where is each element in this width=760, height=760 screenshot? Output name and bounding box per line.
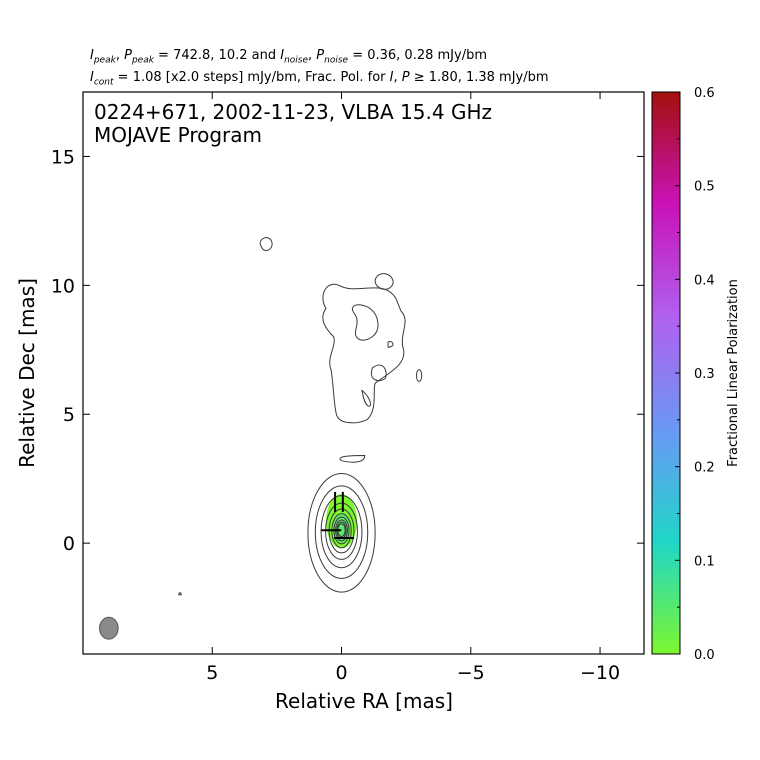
header-line-1: Ipeak, Ppeak = 742.8, 10.2 and Inoise, P…: [90, 48, 487, 66]
beam-ellipse: [99, 616, 119, 640]
y-tick-label: 0: [63, 533, 75, 555]
x-tick-label: 5: [206, 662, 218, 684]
x-tick-label: −5: [457, 662, 485, 684]
x-tick-label: 0: [335, 662, 347, 684]
core-contour: [320, 495, 363, 569]
main-jet-blob-contour: [361, 389, 371, 407]
colorbar-ticks: 0.0 0.1 0.2 0.3 0.4 0.5 0.6: [675, 86, 715, 663]
y-axis-label: Relative Dec [mas]: [15, 278, 39, 468]
plot-frame: [82, 91, 645, 655]
main-jet-blob-contour: [351, 304, 379, 341]
fractional-polarization-region: [332, 513, 351, 543]
colorbar-tick-label: 0.2: [694, 461, 715, 476]
colorbar-tick-label: 0.4: [694, 273, 715, 288]
y-tick-label: 5: [63, 404, 75, 426]
map-title: 0224+671, 2002-11-23, VLBA 15.4 GHz: [94, 100, 492, 124]
plot-content: [99, 237, 423, 640]
x-axis-label: Relative RA [mas]: [275, 689, 453, 713]
colorbar-tick-label: 0.5: [694, 180, 715, 195]
colorbar-label: Fractional Linear Polarization: [726, 279, 741, 467]
y-tick-label: 15: [51, 146, 75, 168]
lower-knot-contour: [339, 454, 366, 463]
small-dot-contour: [178, 592, 182, 596]
core-contour: [325, 502, 358, 560]
colorbar-tick-label: 0.0: [694, 648, 715, 663]
axis-ticks: 5 0 −5 −10 15 10 5 0: [51, 92, 644, 684]
left-blob-contour: [259, 237, 273, 251]
colorbar-tick-label: 0.6: [694, 86, 715, 101]
core-contour: [307, 473, 376, 593]
colorbar-tick-label: 0.1: [694, 554, 715, 569]
x-tick-label: −10: [580, 662, 620, 684]
map-subtitle: MOJAVE Program: [94, 123, 262, 147]
main-jet-blob-contour: [322, 283, 406, 424]
colorbar-tick-label: 0.3: [694, 367, 715, 382]
main-jet-blob-contour: [387, 341, 394, 348]
header-line-2: Icont = 1.08 [x2.0 steps] mJy/bm, Frac. …: [90, 70, 549, 88]
upper-right-blob-contour: [374, 273, 394, 290]
right-small-blob-contour: [415, 369, 423, 382]
core-contour: [314, 485, 369, 579]
y-tick-label: 10: [51, 275, 75, 297]
main-jet-blob-contour: [370, 364, 387, 382]
